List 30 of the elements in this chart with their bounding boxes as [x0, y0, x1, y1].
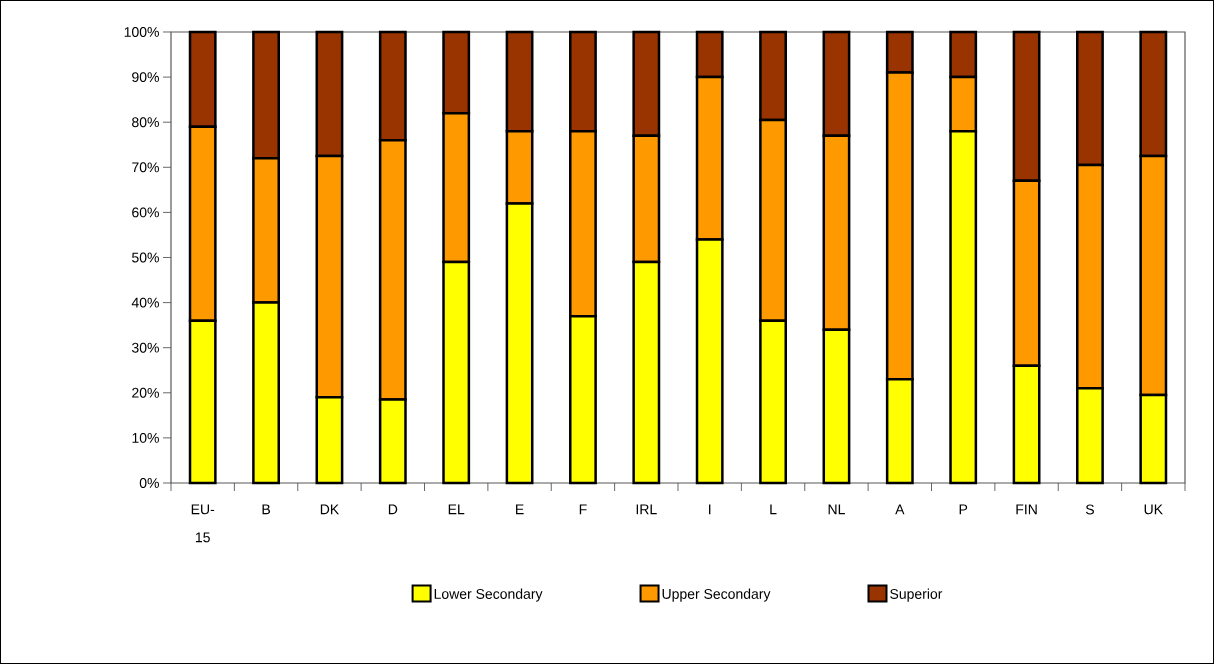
x-tick-label: D — [388, 504, 398, 515]
y-tick-label: 50% — [132, 252, 159, 263]
x-tick-label: A — [895, 504, 905, 515]
x-tick-label: L — [770, 504, 777, 515]
x-tick-label: IRL — [636, 504, 657, 515]
y-tick-label: 30% — [131, 342, 159, 353]
x-tick-label: FIN — [1016, 504, 1037, 515]
y-tick-label: 100% — [124, 27, 159, 37]
x-tick-label: DK — [320, 504, 340, 515]
x-tick-label: EL — [448, 504, 465, 515]
y-tick-label: 60% — [132, 207, 159, 218]
x-tick-label: P — [959, 504, 968, 515]
category-label: EU-15 — [191, 504, 215, 543]
legend-label: Lower Secondary — [434, 588, 543, 602]
y-tick-label: 10% — [132, 432, 159, 443]
legend-label: Superior — [890, 588, 943, 602]
x-tick-label: B — [262, 504, 271, 515]
y-tick-label: 70% — [132, 162, 159, 173]
x-tick-label: NL — [828, 504, 845, 515]
y-tick-label: 20% — [132, 387, 159, 398]
x-tick-label: S — [1085, 504, 1094, 515]
x-tick-label: F — [579, 504, 587, 515]
y-tick-label: 90% — [132, 72, 159, 83]
y-tick-label: 0% — [139, 478, 159, 488]
x-tick-label: I — [709, 504, 711, 515]
x-tick-label: E — [516, 504, 524, 515]
y-tick-label: 40% — [131, 297, 159, 308]
legend-label: Upper Secondary — [662, 588, 771, 602]
x-tick-label: UK — [1144, 504, 1163, 515]
y-tick-label: 80% — [132, 117, 159, 128]
